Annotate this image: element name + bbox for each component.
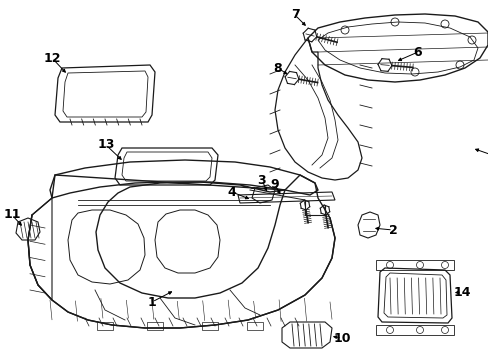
- Text: 10: 10: [332, 332, 350, 345]
- Bar: [375, 260, 453, 270]
- Bar: [375, 325, 453, 335]
- Text: 4: 4: [227, 185, 236, 198]
- Text: 3: 3: [257, 174, 266, 186]
- Text: 2: 2: [388, 224, 397, 237]
- Text: 9: 9: [270, 179, 279, 192]
- Text: 14: 14: [452, 285, 470, 298]
- Text: 7: 7: [290, 9, 299, 22]
- Bar: [246, 322, 263, 330]
- Text: 8: 8: [273, 62, 282, 75]
- Text: 11: 11: [3, 208, 20, 221]
- Text: 5: 5: [487, 148, 488, 162]
- Bar: [202, 322, 218, 330]
- Text: 1: 1: [147, 296, 156, 309]
- Bar: [97, 322, 113, 330]
- Text: 12: 12: [43, 51, 61, 64]
- Text: 6: 6: [413, 45, 422, 58]
- Text: 13: 13: [97, 139, 115, 152]
- Bar: [147, 322, 163, 330]
